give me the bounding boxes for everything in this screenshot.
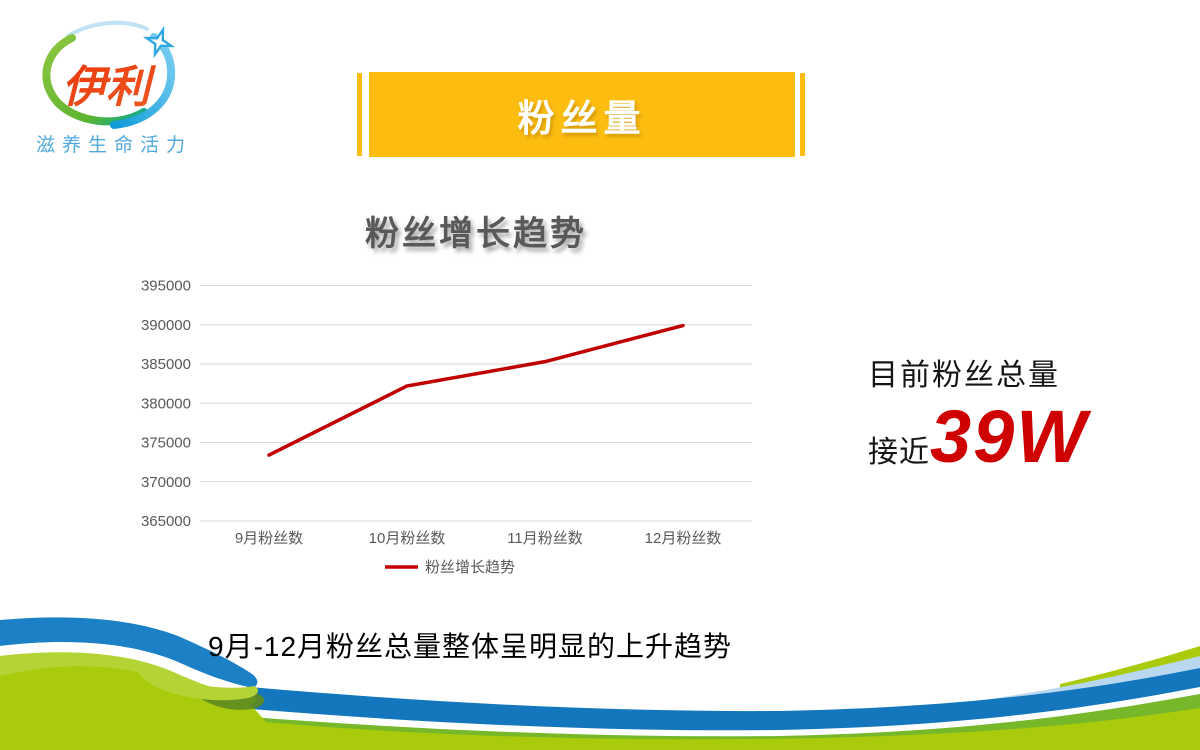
brand-name: 伊利 [62, 63, 157, 112]
y-axis-label: 370000 [141, 474, 191, 491]
brand-tagline: 滋养生命活力 [36, 135, 193, 156]
banner-left-accent [357, 73, 362, 156]
section-banner: 粉丝量 [369, 72, 795, 157]
y-axis-label: 365000 [141, 513, 191, 530]
bottom-caption: 9月-12月粉丝总量整体呈明显的上升趋势 [208, 631, 733, 662]
y-axis-label: 375000 [141, 435, 191, 452]
fans-trend-chart: 395000 390000 385000 380000 375000 370000 3650… [141, 278, 752, 576]
bottom-wave-decoration [0, 617, 1200, 750]
x-axis-label: 9月粉丝数 [235, 530, 303, 547]
y-axis-label: 395000 [141, 278, 191, 295]
total-fans-heading: 目前粉丝总量 [868, 359, 1060, 392]
total-fans-statement: 接近 39W [868, 398, 1088, 476]
y-axis-label: 380000 [141, 395, 191, 412]
y-axis-label: 385000 [141, 356, 191, 373]
swirl-top-arc [66, 20, 149, 38]
total-fans-value-prefix: 接近 [868, 436, 930, 469]
x-axis-label: 12月粉丝数 [645, 530, 722, 547]
x-axis-label: 10月粉丝数 [369, 530, 446, 547]
ribbon-curl-tip [138, 672, 259, 701]
sparkle-icon [142, 25, 176, 59]
y-axis-label: 390000 [141, 317, 191, 334]
total-fans-value: 39W [930, 395, 1089, 478]
chart-title: 粉丝增长趋势 [365, 215, 587, 253]
legend-label: 粉丝增长趋势 [425, 559, 515, 576]
banner-right-accent [800, 73, 805, 156]
yili-logo: 伊利 [30, 12, 190, 162]
brand-swirl: 伊利 [42, 20, 176, 129]
x-axis-label: 11月粉丝数 [507, 530, 583, 547]
chart-container: 395000 390000 385000 380000 375000 370000 3650… [140, 270, 755, 585]
banner-title: 粉丝量 [517, 97, 647, 139]
ribbon-blue-band [0, 617, 258, 688]
trend-line [267, 323, 685, 457]
